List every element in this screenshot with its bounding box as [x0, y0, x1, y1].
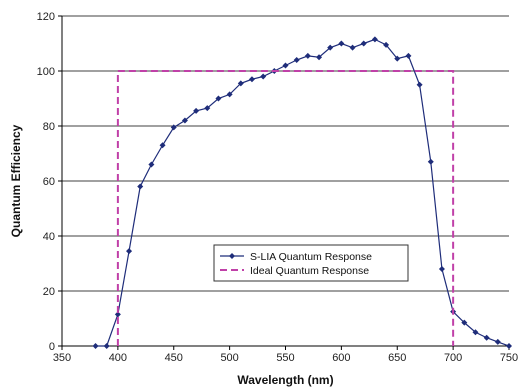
x-tick-label: 400: [109, 352, 127, 364]
x-axis-title: Wavelength (nm): [237, 373, 333, 387]
legend-swatch-marker: [229, 253, 235, 259]
data-point: [394, 55, 401, 62]
data-point: [427, 158, 434, 165]
x-tick-label: 700: [444, 352, 462, 364]
data-point: [148, 161, 155, 168]
data-point: [226, 91, 233, 98]
series-layer: [92, 36, 512, 349]
data-point: [316, 54, 323, 61]
legend-box: [213, 244, 409, 282]
data-point: [327, 44, 334, 51]
y-axis-title: Quantum Efficiency: [9, 124, 23, 237]
data-point: [215, 95, 222, 102]
data-point: [349, 44, 356, 51]
legend-label: S-LIA Quantum Response: [250, 251, 372, 263]
y-tick-label: 100: [37, 66, 55, 78]
data-point: [248, 76, 255, 83]
x-tick-label: 600: [332, 352, 350, 364]
data-point: [371, 36, 378, 43]
series-line-1: [95, 38, 510, 347]
data-point: [461, 319, 468, 326]
x-tick-label: 650: [388, 352, 406, 364]
x-tick-label: 350: [53, 352, 71, 364]
x-tick-label: 750: [500, 352, 518, 364]
data-point: [506, 343, 512, 349]
data-point: [181, 117, 188, 124]
data-point: [204, 105, 211, 112]
y-tick-label: 80: [43, 121, 55, 133]
legend-label: Ideal Quantum Response: [250, 265, 369, 277]
x-tick-label: 500: [220, 352, 238, 364]
legend-items: S-LIA Quantum Response Ideal Quantum Resp…: [220, 251, 372, 277]
data-point: [260, 73, 267, 80]
data-point: [193, 107, 200, 114]
data-point: [103, 343, 110, 349]
x-tick-label: 550: [276, 352, 294, 364]
label-layer: Wavelength (nm) Quantum Efficiency: [9, 124, 334, 387]
data-point: [92, 343, 99, 349]
y-tick-label: 0: [49, 341, 55, 353]
data-point: [126, 248, 133, 255]
data-point: [282, 62, 289, 69]
data-point: [483, 334, 490, 341]
data-point: [159, 142, 166, 149]
data-point: [293, 57, 300, 63]
y-tick-label: 120: [37, 11, 55, 23]
series-line-2: [116, 70, 455, 346]
data-point: [494, 338, 501, 345]
data-point: [416, 81, 423, 88]
data-point: [405, 52, 412, 59]
axis-layer: 0 20 40 60 80 100 120 350 400 450 500 550 600 650 700 7…: [37, 11, 519, 364]
data-point: [360, 40, 367, 47]
data-point: [304, 52, 311, 59]
data-point: [438, 266, 445, 272]
y-tick-label: 40: [43, 231, 55, 243]
data-point: [338, 40, 345, 47]
data-point: [472, 329, 479, 336]
y-tick-label: 60: [43, 176, 55, 188]
legend: S-LIA Quantum Response Ideal Quantum Resp…: [213, 244, 409, 282]
x-tick-label: 450: [165, 352, 183, 364]
data-point: [170, 124, 177, 131]
data-point: [137, 183, 144, 190]
data-point: [114, 311, 121, 318]
data-point: [383, 41, 390, 48]
y-tick-label: 20: [43, 286, 55, 298]
data-point: [237, 80, 244, 87]
